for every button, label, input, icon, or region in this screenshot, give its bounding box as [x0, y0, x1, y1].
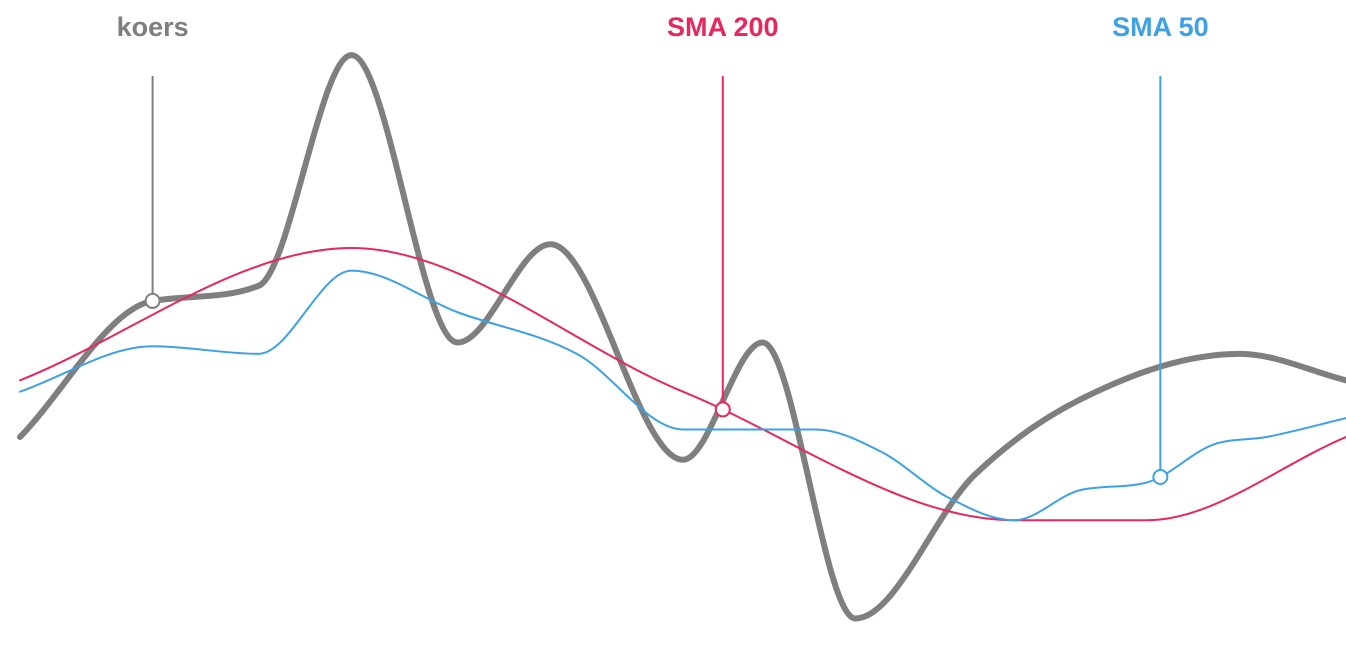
- callout-marker-sma200: [714, 401, 731, 418]
- series-line-sma200: [19, 246, 1346, 522]
- series-line-koers: [17, 52, 1346, 622]
- callout-sma50: SMA 50: [1112, 12, 1209, 485]
- series-label-sma200: SMA 200: [667, 12, 779, 42]
- series-label-koers: koers: [117, 12, 189, 42]
- series-lines: [17, 52, 1346, 622]
- callout-sma200: SMA 200: [667, 12, 779, 418]
- callout-marker-sma50: [1152, 468, 1169, 485]
- series-line-sma50: [19, 269, 1346, 522]
- series-label-sma50: SMA 50: [1112, 12, 1209, 42]
- series-callouts: koers SMA 200 SMA 50: [117, 12, 1209, 485]
- callout-koers: koers: [117, 12, 189, 309]
- callout-marker-koers: [144, 292, 161, 309]
